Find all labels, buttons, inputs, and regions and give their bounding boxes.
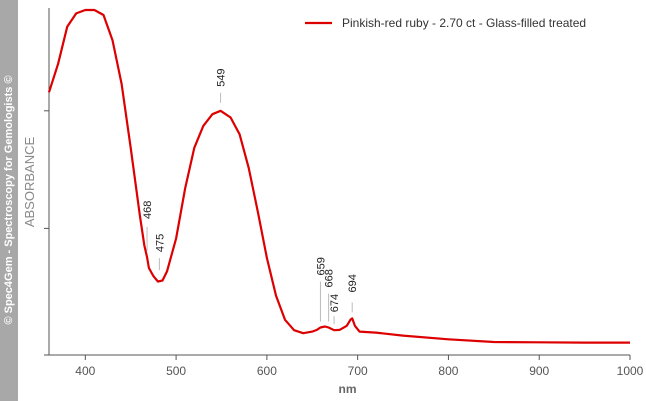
x-tick-label-900: 900	[529, 364, 549, 378]
side-banner: © Spec4Gem - Spectroscopy for Gemologist…	[0, 0, 18, 401]
x-tick-label-1000: 1000	[617, 364, 644, 378]
legend-label: Pinkish-red ruby - 2.70 ct - Glass-fille…	[342, 16, 586, 30]
y-axis-title: ABSORBANCE	[22, 137, 37, 228]
annotation-label-659: 659	[315, 257, 327, 275]
annotation-label-674: 674	[329, 294, 341, 312]
series-line-0	[47, 8, 630, 344]
x-tick-label-700: 700	[348, 364, 368, 378]
x-tick-label-500: 500	[166, 364, 186, 378]
annotation-label-475: 475	[154, 234, 166, 252]
x-tick-label-600: 600	[257, 364, 277, 378]
x-axis-title: nm	[339, 382, 357, 396]
annotation-label-549: 549	[216, 68, 228, 86]
annotation-label-668: 668	[324, 269, 336, 287]
x-tick-label-800: 800	[438, 364, 458, 378]
annotation-label-694: 694	[347, 274, 359, 292]
annotation-label-468: 468	[142, 201, 154, 219]
x-tick-label-400: 400	[75, 364, 95, 378]
